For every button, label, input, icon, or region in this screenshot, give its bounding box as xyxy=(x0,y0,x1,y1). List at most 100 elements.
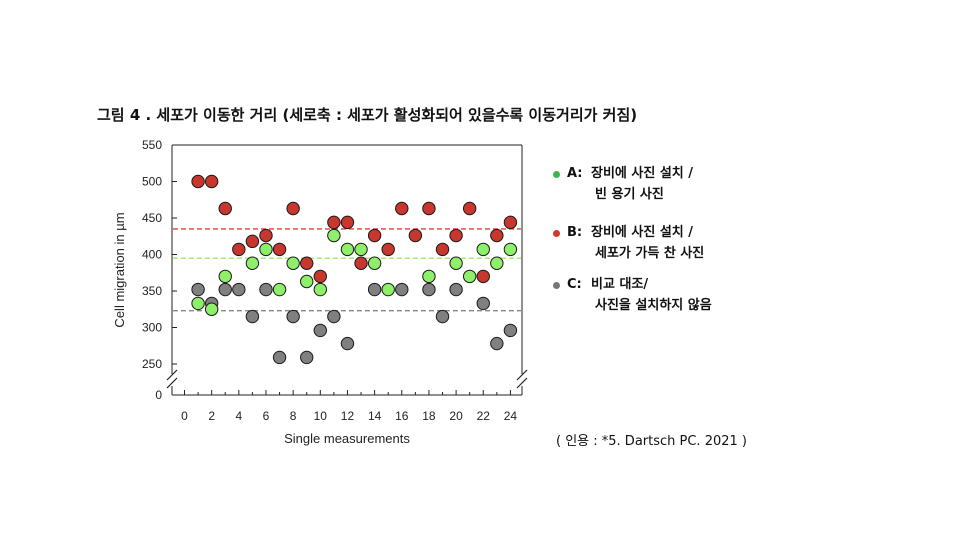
data-point-a xyxy=(272,282,287,297)
y-tick-label: 350 xyxy=(142,284,162,298)
data-point-c xyxy=(449,282,463,297)
data-point-a xyxy=(422,269,436,284)
data-point-c xyxy=(340,336,355,351)
y-tick-label: 450 xyxy=(142,211,162,225)
data-points xyxy=(191,174,518,365)
data-point-a xyxy=(300,274,314,289)
legend-text-c-line2: 사진을 설치하지 않음 xyxy=(595,298,712,313)
data-point-c xyxy=(313,323,327,338)
data-point-c xyxy=(490,336,504,351)
y-tick-label: 0 xyxy=(155,388,162,402)
data-point-a xyxy=(218,269,232,284)
y-axis-title: Cell migration in µm xyxy=(112,212,127,327)
data-point-b xyxy=(354,256,368,270)
data-point-b xyxy=(367,228,382,243)
x-tick-label: 18 xyxy=(422,409,436,423)
data-point-b xyxy=(435,242,450,257)
x-tick-label: 6 xyxy=(263,409,270,423)
figure-title: 그림 4 . 세포가 이동한 거리 (세로축 : 세포가 활성화되어 있을수록 … xyxy=(97,106,638,124)
data-point-b xyxy=(218,201,232,216)
x-tick-label: 0 xyxy=(181,409,188,423)
data-point-b xyxy=(381,242,395,257)
x-tick-label: 4 xyxy=(235,409,242,423)
data-point-b xyxy=(313,269,327,284)
data-point-b xyxy=(503,215,518,230)
legend-text-a-line2: 빈 용기 사진 xyxy=(595,187,664,202)
x-tick-label: 10 xyxy=(314,409,328,423)
data-point-b xyxy=(408,228,423,243)
data-point-c xyxy=(232,282,246,297)
x-tick-label: 12 xyxy=(341,409,355,423)
data-point-b xyxy=(327,215,341,230)
data-point-a xyxy=(204,302,219,316)
data-point-a xyxy=(503,242,518,257)
y-tick-label: 250 xyxy=(142,357,162,371)
data-point-a xyxy=(259,242,273,257)
data-point-c xyxy=(259,282,273,297)
legend-text-b-line2: 세포가 가득 찬 사진 xyxy=(595,246,705,261)
data-point-c xyxy=(272,350,287,365)
data-point-a xyxy=(354,242,368,257)
data-point-b xyxy=(422,201,436,216)
data-point-c xyxy=(218,282,232,297)
citation: ( 인용 : *5. Dartsch PC. 2021 ) xyxy=(556,434,747,449)
data-point-b xyxy=(340,215,355,230)
data-point-a xyxy=(191,296,205,311)
plot-frame xyxy=(166,144,528,396)
data-point-a xyxy=(327,228,341,243)
legend-text-a-line1: 장비에 사진 설치 / xyxy=(591,166,694,181)
data-point-a xyxy=(449,256,463,270)
legend-key-b: B: xyxy=(567,225,583,240)
axis-break-left-1 xyxy=(166,369,178,381)
data-point-b xyxy=(462,201,477,216)
data-point-b xyxy=(300,256,314,270)
data-point-c xyxy=(422,282,436,297)
data-point-b xyxy=(395,201,409,216)
data-point-c xyxy=(435,309,450,324)
legend-dot-a xyxy=(553,171,560,178)
x-tick-label: 2 xyxy=(208,409,215,423)
y-tick-label: 300 xyxy=(142,321,162,335)
data-point-a xyxy=(476,242,490,257)
y-tick-label: 500 xyxy=(142,175,162,189)
legend-dot-c xyxy=(553,282,560,289)
axis-break-left-2 xyxy=(166,377,178,389)
data-point-c xyxy=(245,309,260,324)
data-point-b xyxy=(490,228,504,243)
x-tick-label: 14 xyxy=(368,409,382,423)
x-tick-label: 8 xyxy=(290,409,297,423)
data-point-a xyxy=(245,256,260,270)
data-point-c xyxy=(300,350,314,365)
data-point-c xyxy=(476,296,490,311)
data-point-c xyxy=(286,309,300,324)
data-point-b xyxy=(204,174,219,189)
x-axis-title: Single measurements xyxy=(284,431,410,446)
data-point-b xyxy=(449,228,463,243)
data-point-a xyxy=(462,269,477,284)
axis-break-right-1 xyxy=(516,369,528,381)
y-tick-label: 550 xyxy=(142,138,162,152)
legend-key-c: C: xyxy=(567,277,582,292)
x-tick-label: 22 xyxy=(477,409,491,423)
x-tick-label: 20 xyxy=(449,409,463,423)
axis-break-right-2 xyxy=(516,377,528,389)
data-point-b xyxy=(191,174,205,189)
x-tick-label: 24 xyxy=(504,409,518,423)
y-tick-label: 400 xyxy=(142,248,162,262)
data-point-b xyxy=(245,234,260,249)
data-point-a xyxy=(490,256,504,270)
legend-text-c-line1: 비교 대조/ xyxy=(591,277,649,292)
data-point-b xyxy=(476,269,490,284)
data-point-b xyxy=(272,242,287,257)
data-point-b xyxy=(259,228,273,243)
data-point-b xyxy=(232,242,246,257)
data-point-c xyxy=(503,323,518,338)
legend-dot-b xyxy=(553,230,560,237)
x-tick-label: 16 xyxy=(395,409,409,423)
data-point-b xyxy=(286,201,300,216)
data-point-c xyxy=(367,282,382,297)
data-point-a xyxy=(286,256,300,270)
data-point-c xyxy=(395,282,409,297)
data-point-c xyxy=(191,282,205,297)
